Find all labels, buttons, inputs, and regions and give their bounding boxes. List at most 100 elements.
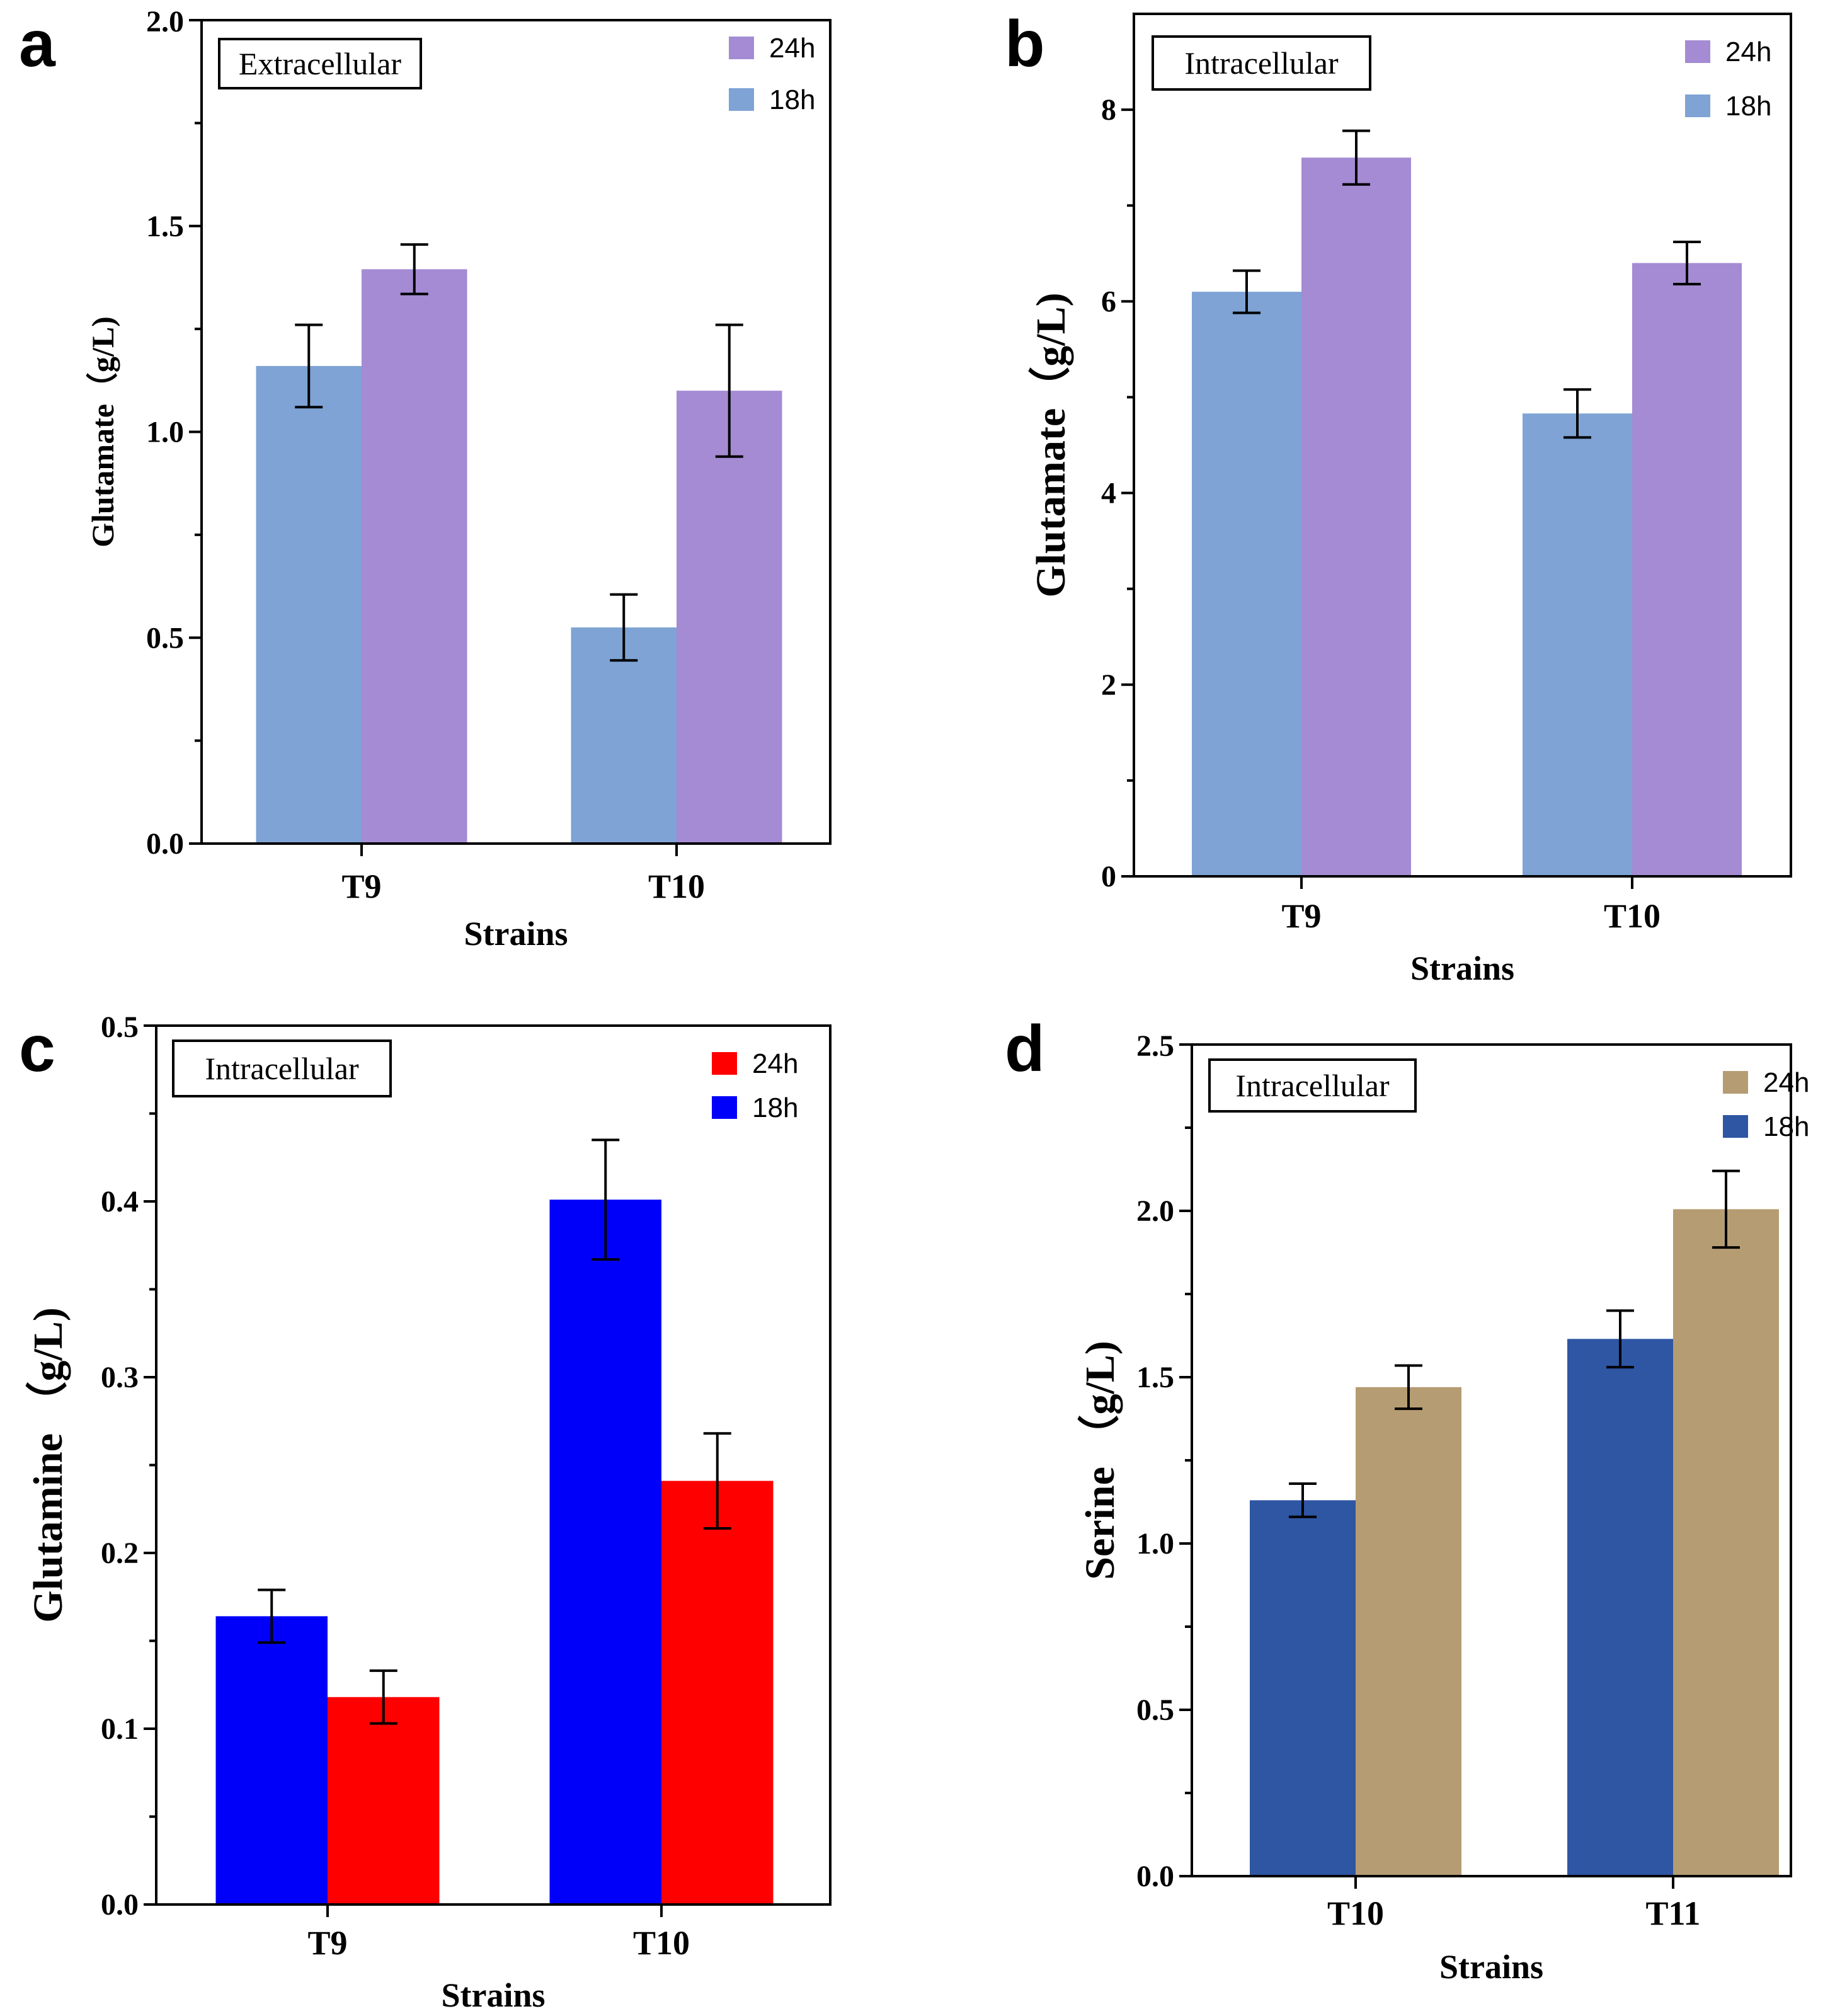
legend-swatch-24h xyxy=(729,37,754,59)
y-tick-label-a: 0.0 xyxy=(146,827,184,861)
x-tick-label-c: T9 xyxy=(307,1924,347,1962)
panel-c: c 0.0 0.1 0.2 0.3 0.4 0.5 T9 T10 Strains Glutamine… xyxy=(19,1011,832,2014)
bar-b-T10-18h xyxy=(1523,413,1632,876)
y-tick-label-c: 0.5 xyxy=(101,1011,139,1044)
y-tick-label-d: 0.0 xyxy=(1136,1860,1174,1893)
bar-a-T9-18h xyxy=(256,365,362,844)
y-tick-label-c: 0.1 xyxy=(101,1712,139,1746)
y-tick-label-b: 4 xyxy=(1101,477,1116,510)
x-tick-label-a: T10 xyxy=(648,868,705,905)
panel-a: a 0.0 0.5 1.0 1.5 2.0 T9 T10 Strains Glutamate（g/… xyxy=(19,5,832,953)
x-axis-title-d: Strains xyxy=(1439,1948,1543,1986)
x-tick-label-d: T11 xyxy=(1645,1894,1700,1932)
error-bar-b-T9-24h xyxy=(1342,129,1370,186)
x-tick-label-c: T10 xyxy=(633,1924,690,1962)
legend-label-24h: 24h xyxy=(752,1048,798,1079)
bar-c-T10-18h xyxy=(549,1200,661,1904)
y-tick-label-c: 0.4 xyxy=(101,1185,139,1218)
y-tick-label-c: 0.2 xyxy=(101,1537,139,1570)
legend-swatch-24h xyxy=(712,1052,737,1075)
error-bar-b-T10-24h xyxy=(1673,241,1701,285)
panel-letter-b: b xyxy=(1005,8,1045,81)
y-tick-label-d: 2.5 xyxy=(1136,1029,1174,1063)
y-tick-label-d: 2.0 xyxy=(1136,1194,1174,1228)
legend-label-24h: 24h xyxy=(1725,37,1771,67)
legend-swatch-24h xyxy=(1723,1071,1748,1094)
y-tick-label-c: 0.3 xyxy=(101,1361,139,1394)
bar-b-T9-18h xyxy=(1192,292,1301,877)
y-tick-label-b: 0 xyxy=(1101,860,1116,893)
bar-d-T10-18h xyxy=(1250,1500,1356,1876)
bar-b-T10-24h xyxy=(1632,263,1742,876)
error-bar-b-T9-18h xyxy=(1233,269,1260,314)
panel-letter-c: c xyxy=(19,1012,55,1085)
legend-swatch-18h xyxy=(1685,94,1710,117)
y-tick-label-d: 1.5 xyxy=(1136,1361,1174,1394)
bar-c-T9-24h xyxy=(328,1697,440,1904)
panel-letter-d: d xyxy=(1005,1012,1045,1085)
x-tick-label-a: T9 xyxy=(341,868,381,905)
error-bar-d-T10-18h xyxy=(1289,1482,1317,1518)
annotation-box-c xyxy=(172,1040,392,1097)
legend-a: 24h 18h xyxy=(729,33,815,115)
bar-c-T9-18h xyxy=(215,1616,328,1904)
bar-c-T10-24h xyxy=(661,1480,774,1904)
bar-a-T10-18h xyxy=(571,627,677,844)
annotation-box-d xyxy=(1208,1058,1417,1113)
error-bar-d-T11-18h xyxy=(1606,1309,1634,1369)
error-bar-a-T10-18h xyxy=(610,593,638,662)
legend-label-18h: 18h xyxy=(1763,1111,1809,1142)
error-bar-c-T9-24h xyxy=(369,1669,397,1725)
y-tick-label-b: 8 xyxy=(1101,93,1116,127)
legend-swatch-24h xyxy=(1685,40,1710,63)
y-tick-label-a: 1.5 xyxy=(146,210,184,243)
error-bar-c-T10-24h xyxy=(703,1432,731,1530)
y-tick-label-a: 1.0 xyxy=(146,416,184,449)
y-tick-label-a: 0.5 xyxy=(146,621,184,655)
error-bar-a-T9-24h xyxy=(400,243,428,295)
annotation-box-b xyxy=(1152,35,1371,91)
panel-d: d 0.0 0.5 1.0 1.5 2.0 2.5 T10 T11 Strains Serine （… xyxy=(1005,1012,1809,1986)
error-bar-a-T9-18h xyxy=(295,323,323,409)
error-bar-c-T10-18h xyxy=(592,1138,620,1261)
bar-a-T10-24h xyxy=(677,391,782,844)
error-bar-c-T9-18h xyxy=(258,1588,286,1644)
y-axis-title-a: Glutamate（g/L) xyxy=(85,316,120,547)
legend-label-24h: 24h xyxy=(769,33,815,64)
x-axis-title-a: Strains xyxy=(464,915,568,953)
annotation-label-a: Extracellular xyxy=(239,46,402,81)
x-axis-title-b: Strains xyxy=(1410,949,1514,987)
annotation-label-b: Intracellular xyxy=(1184,45,1339,81)
panel-b: b 0 2 4 6 8 T9 T10 Strains Glutamate（g/L) Intracel… xyxy=(1005,8,1792,987)
y-tick-label-b: 6 xyxy=(1101,285,1116,318)
y-tick-label-b: 2 xyxy=(1101,668,1116,702)
bar-b-T9-24h xyxy=(1301,158,1411,877)
error-bar-d-T10-24h xyxy=(1395,1364,1422,1411)
y-tick-label-c: 0.0 xyxy=(101,1888,139,1922)
error-bar-d-T11-24h xyxy=(1712,1169,1740,1249)
plot-frame-b xyxy=(1133,13,1792,878)
bar-d-T10-24h xyxy=(1356,1387,1461,1876)
x-tick-label-b: T9 xyxy=(1281,897,1321,935)
y-tick-label-d: 1.0 xyxy=(1136,1527,1174,1561)
y-axis-title-c: Glutamine （g/L) xyxy=(25,1307,71,1623)
legend-b: 24h 18h xyxy=(1685,37,1771,122)
y-tick-label-a: 2.0 xyxy=(146,5,184,38)
legend-swatch-18h xyxy=(712,1096,737,1119)
panel-letter-a: a xyxy=(19,8,56,81)
legend-label-18h: 18h xyxy=(769,84,815,115)
y-axis-title-d: Serine （g/L) xyxy=(1077,1341,1123,1579)
x-axis-title-c: Strains xyxy=(441,1976,545,2014)
error-bar-a-T10-24h xyxy=(715,323,743,458)
annotation-label-c: Intracellular xyxy=(205,1051,359,1086)
legend-swatch-18h xyxy=(1723,1115,1748,1138)
legend-label-24h: 24h xyxy=(1763,1067,1809,1098)
bar-d-T11-18h xyxy=(1567,1339,1673,1876)
annotation-box-a xyxy=(218,38,422,89)
y-axis-title-b: Glutamate（g/L) xyxy=(1027,293,1074,598)
legend-label-18h: 18h xyxy=(1725,91,1771,122)
error-bar-b-T10-18h xyxy=(1563,388,1591,439)
